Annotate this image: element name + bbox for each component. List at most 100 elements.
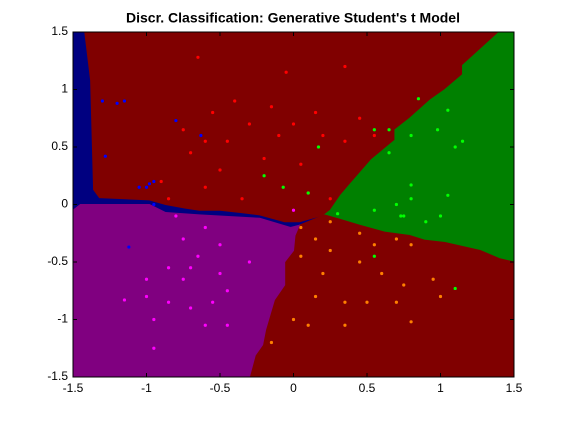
data-point bbox=[247, 260, 251, 264]
data-point bbox=[313, 294, 318, 299]
data-point bbox=[181, 128, 185, 132]
data-point bbox=[196, 55, 200, 59]
data-point bbox=[313, 237, 318, 241]
data-point bbox=[122, 99, 127, 103]
data-point bbox=[358, 231, 362, 235]
data-point bbox=[144, 294, 149, 299]
data-point bbox=[211, 110, 215, 115]
data-point bbox=[431, 277, 435, 281]
data-point bbox=[152, 179, 156, 184]
data-point bbox=[189, 151, 193, 155]
x-tick-label: 1 bbox=[437, 381, 444, 395]
data-point bbox=[343, 323, 347, 327]
data-point bbox=[316, 145, 321, 149]
data-point bbox=[277, 133, 281, 138]
data-point bbox=[122, 298, 127, 302]
data-point bbox=[262, 156, 266, 161]
data-point bbox=[144, 185, 149, 189]
data-point bbox=[358, 260, 362, 264]
y-tick-label: 0.5 bbox=[51, 139, 68, 153]
data-point bbox=[174, 214, 178, 218]
data-point bbox=[358, 116, 362, 120]
data-point bbox=[299, 162, 303, 166]
data-point bbox=[291, 122, 296, 126]
data-point bbox=[460, 139, 465, 143]
data-point bbox=[409, 133, 413, 138]
y-tick-label: 1.5 bbox=[51, 24, 68, 38]
chart-title: Discr. Classification: Generative Studen… bbox=[126, 10, 460, 26]
data-point bbox=[343, 64, 347, 69]
data-point bbox=[328, 197, 332, 201]
data-point bbox=[328, 248, 332, 253]
data-point bbox=[147, 182, 152, 186]
data-point bbox=[291, 317, 296, 322]
data-point bbox=[409, 183, 413, 187]
x-tick-label: -1.5 bbox=[63, 381, 84, 395]
data-point bbox=[115, 101, 119, 105]
data-point bbox=[416, 97, 421, 101]
data-point bbox=[203, 185, 207, 189]
data-point bbox=[166, 300, 171, 304]
data-point bbox=[269, 105, 274, 109]
data-point bbox=[343, 139, 347, 143]
data-point bbox=[321, 271, 325, 276]
data-point bbox=[399, 214, 403, 218]
data-point bbox=[299, 254, 303, 258]
data-point bbox=[365, 300, 369, 304]
data-point bbox=[394, 202, 398, 207]
data-point bbox=[409, 243, 413, 247]
data-point bbox=[166, 197, 171, 201]
data-point bbox=[159, 179, 163, 184]
data-point bbox=[189, 266, 193, 270]
data-point bbox=[103, 154, 107, 158]
data-point bbox=[218, 271, 222, 276]
data-point bbox=[281, 185, 285, 189]
y-tick-label: -1.5 bbox=[47, 369, 68, 383]
data-point bbox=[402, 214, 406, 218]
data-point bbox=[387, 151, 391, 155]
data-point bbox=[299, 225, 303, 230]
data-point bbox=[174, 118, 178, 123]
x-tick-label: -1 bbox=[141, 381, 152, 395]
data-point bbox=[100, 99, 104, 103]
data-point bbox=[336, 212, 340, 216]
data-point bbox=[225, 323, 229, 327]
data-point bbox=[262, 174, 266, 178]
data-point bbox=[196, 254, 200, 258]
y-tick-label: 1 bbox=[61, 82, 68, 96]
data-point bbox=[199, 133, 203, 138]
x-tick-label: -0.5 bbox=[210, 381, 231, 395]
data-point bbox=[181, 237, 185, 241]
data-point bbox=[144, 277, 149, 281]
y-tick-label: 0 bbox=[61, 197, 68, 211]
data-point bbox=[343, 300, 347, 304]
data-point bbox=[446, 108, 450, 112]
data-point bbox=[152, 202, 156, 207]
data-point bbox=[284, 70, 288, 74]
data-point bbox=[211, 300, 215, 304]
data-point bbox=[453, 286, 457, 291]
data-point bbox=[218, 168, 222, 172]
data-point bbox=[435, 128, 440, 132]
data-point bbox=[218, 243, 222, 247]
data-point bbox=[387, 128, 391, 132]
data-point bbox=[372, 128, 376, 132]
data-point bbox=[203, 323, 207, 327]
data-point bbox=[137, 185, 141, 189]
data-point bbox=[438, 214, 443, 218]
data-point bbox=[409, 320, 413, 324]
data-point bbox=[225, 289, 229, 293]
data-point bbox=[372, 243, 376, 247]
data-point bbox=[166, 266, 171, 270]
data-point bbox=[127, 245, 131, 249]
data-point bbox=[313, 110, 318, 115]
data-point bbox=[306, 191, 310, 195]
x-tick-label: 0.5 bbox=[359, 381, 376, 395]
data-point bbox=[203, 225, 207, 230]
data-point bbox=[394, 237, 398, 241]
x-tick-label: 1.5 bbox=[506, 381, 523, 395]
data-point bbox=[233, 99, 237, 103]
data-point bbox=[380, 271, 384, 276]
data-point bbox=[306, 323, 310, 327]
